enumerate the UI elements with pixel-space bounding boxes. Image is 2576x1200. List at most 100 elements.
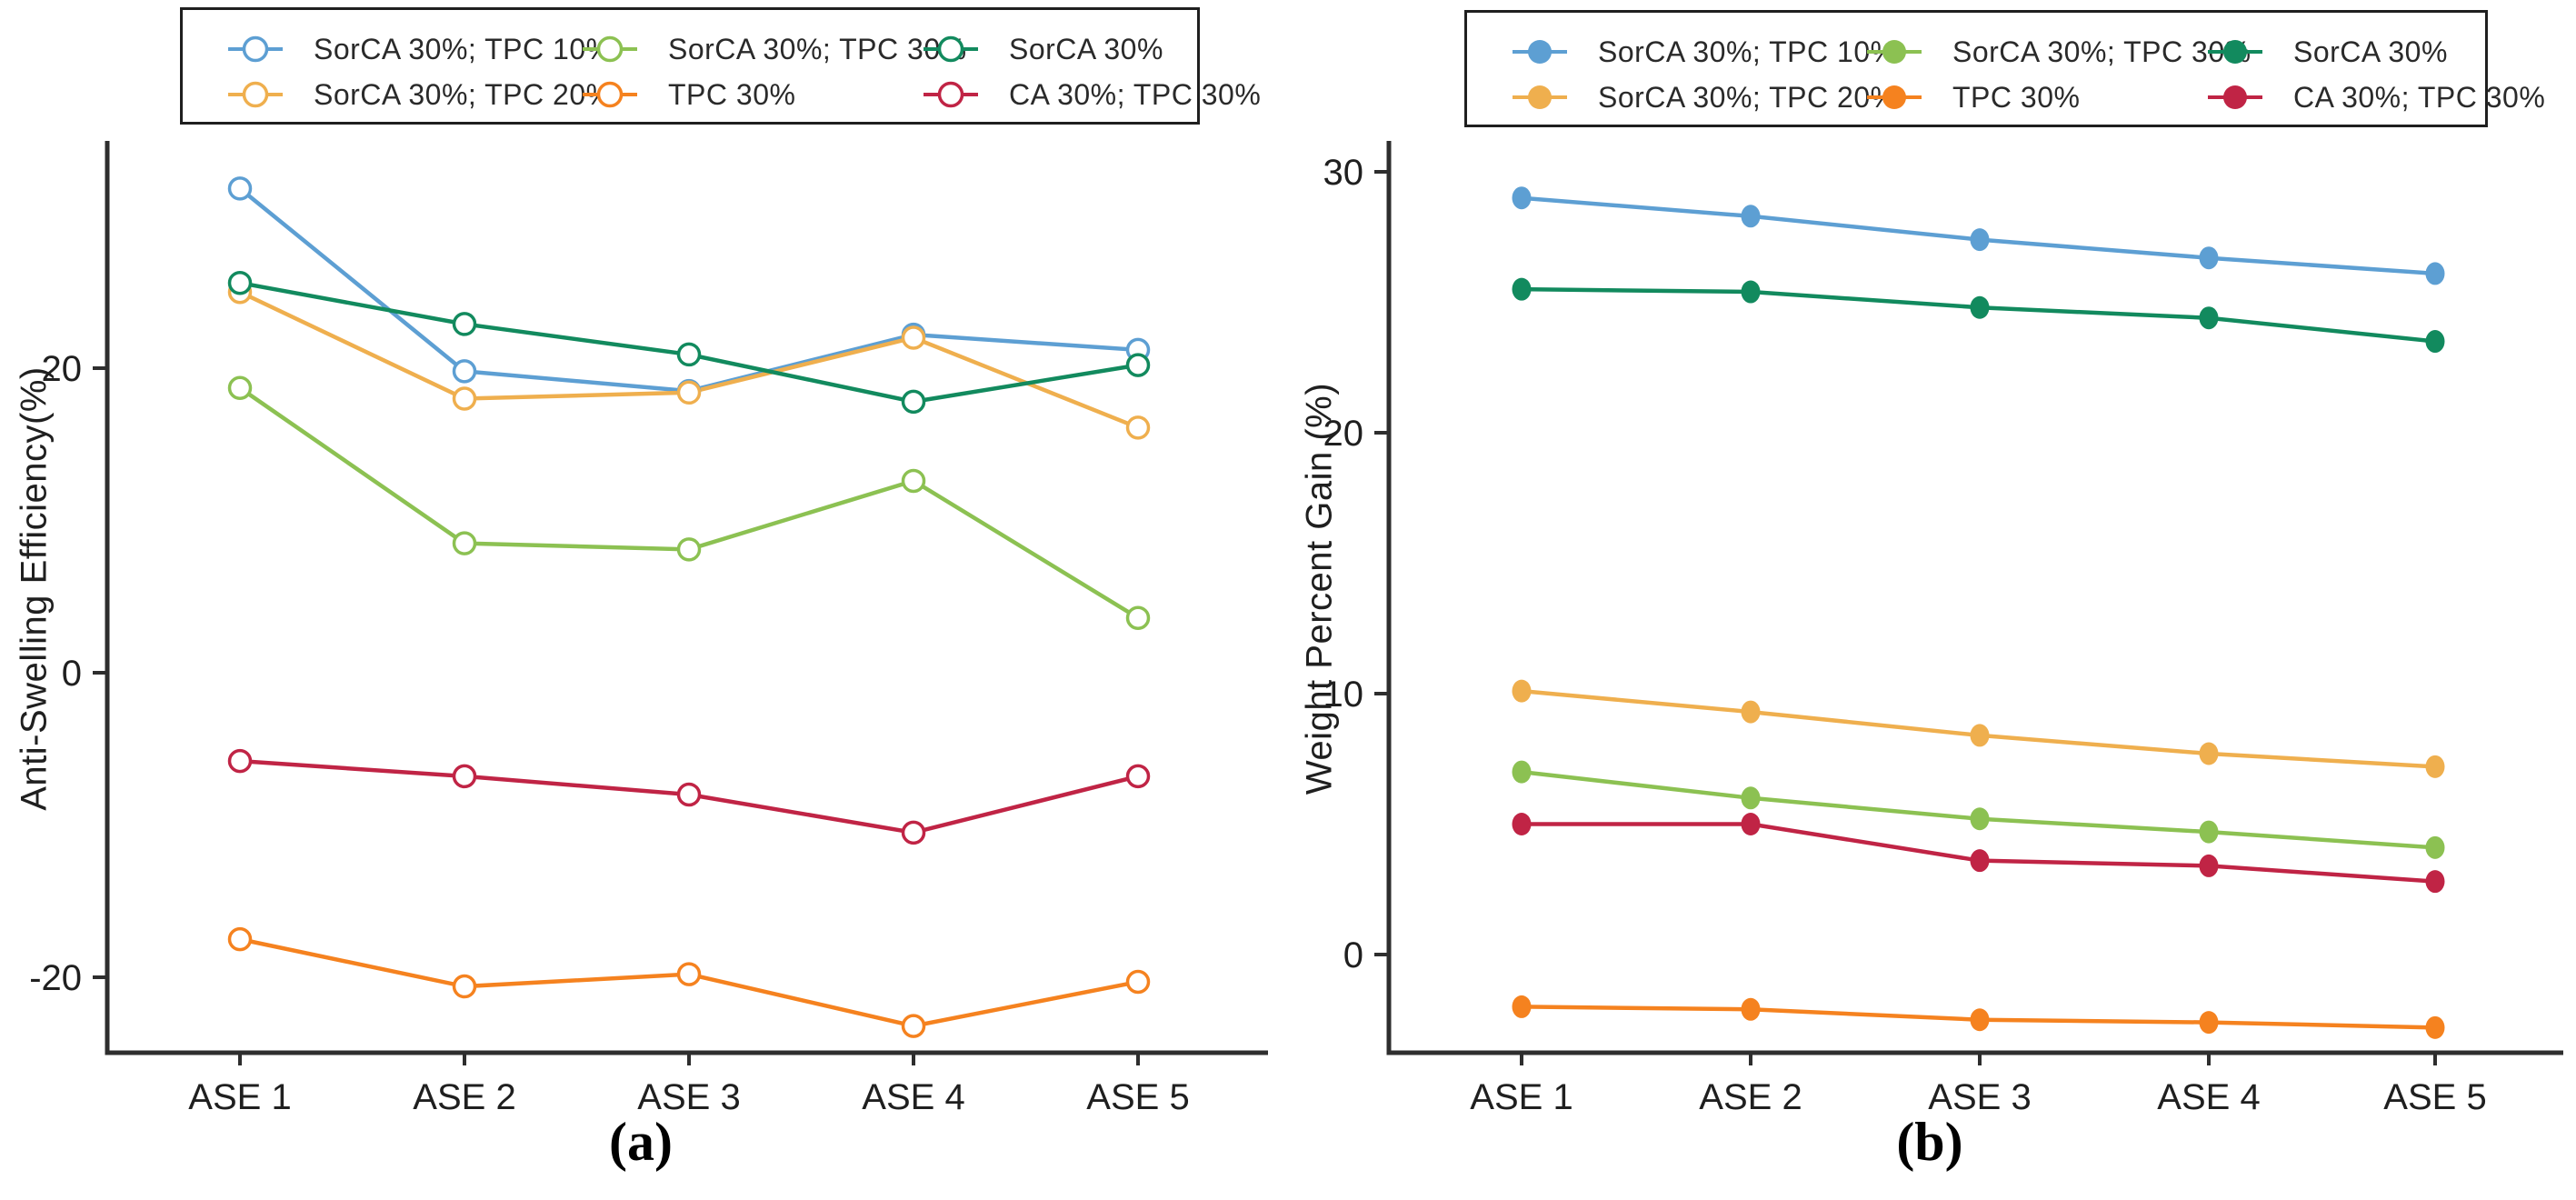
legend-item: SorCA 30%; TPC 30%: [583, 29, 967, 69]
data-point-marker: [452, 531, 477, 555]
data-point-marker: [2199, 820, 2219, 844]
legend-item: SorCA 30%; TPC 20%: [228, 75, 613, 115]
data-point-marker: [227, 176, 253, 201]
data-point-marker: [676, 380, 702, 405]
data-point-marker: [2425, 755, 2445, 778]
legend-item-label: SorCA 30%; TPC 10%: [314, 32, 613, 65]
data-point-marker: [1741, 700, 1761, 724]
data-point-marker: [676, 962, 702, 986]
data-point-marker: [1125, 353, 1151, 377]
legend-item-label: CA 30%; TPC 30%: [2293, 80, 2546, 114]
data-point-marker: [1970, 228, 1990, 252]
legend-marker-icon: [924, 35, 978, 63]
legend-marker-icon: [2208, 40, 2262, 64]
legend-item-label: SorCA 30%; TPC 20%: [1598, 80, 1897, 114]
legend-item: TPC 30%: [583, 75, 795, 115]
y-tick-label: 10: [1323, 675, 1364, 715]
data-point-marker: [1125, 764, 1151, 789]
x-tick-label: ASE 5: [2383, 1077, 2486, 1117]
data-point-marker: [676, 342, 702, 367]
data-point-marker: [452, 974, 477, 999]
data-point-marker: [901, 389, 926, 415]
legend-marker-icon: [1513, 85, 1567, 109]
data-point-marker: [1970, 849, 1990, 873]
legend-item-label: TPC 30%: [1952, 80, 2081, 114]
y-axis-label-b: Weight Percent Gain (%): [1299, 382, 1340, 795]
data-point-marker: [2199, 306, 2219, 330]
y-tick-label: -20: [29, 958, 82, 998]
data-point-marker: [2199, 246, 2219, 270]
data-point-marker: [2425, 870, 2445, 894]
legend-marker-icon: [583, 35, 637, 63]
data-point-marker: [1512, 679, 1532, 703]
data-point-marker: [1970, 1008, 1990, 1032]
x-tick-label: ASE 5: [1086, 1077, 1189, 1117]
data-point-marker: [1512, 760, 1532, 784]
legend-item-label: SorCA 30%; TPC 20%: [314, 77, 613, 111]
data-point-marker: [1125, 415, 1151, 440]
y-tick-label: 20: [1323, 414, 1364, 454]
data-point-marker: [227, 748, 253, 774]
legend-item: CA 30%; TPC 30%: [924, 75, 1261, 115]
x-tick-label: ASE 3: [1928, 1077, 2031, 1117]
subfigure-caption-a: (a): [609, 1112, 673, 1172]
data-point-marker: [2425, 330, 2445, 354]
data-point-marker: [676, 782, 702, 807]
data-point-marker: [901, 468, 926, 494]
legend-marker-icon: [228, 35, 283, 63]
legend-marker-icon: [1867, 85, 1922, 109]
legend-marker-icon: [924, 81, 978, 108]
legend-item-label: SorCA 30%: [1009, 32, 1163, 65]
data-point-marker: [1125, 605, 1151, 630]
data-point-marker: [2199, 1011, 2219, 1035]
legend-item: SorCA 30%; TPC 30%: [1867, 32, 2252, 72]
data-point-marker: [1741, 997, 1761, 1021]
chart-a: 20 0 -20 ASE 1 ASE 2 ASE 3 ASE 4 ASE 5: [29, 141, 1268, 1117]
y-tick-label: 30: [1323, 153, 1364, 193]
legend-item: CA 30%; TPC 30%: [2208, 77, 2545, 117]
legend-item-label: CA 30%; TPC 30%: [1009, 77, 1262, 111]
data-point-marker: [2199, 742, 2219, 765]
axis-spines: [1386, 141, 2563, 1055]
data-point-marker: [1512, 277, 1532, 301]
x-tick-label: ASE 4: [2157, 1077, 2260, 1117]
legend-item: SorCA 30%; TPC 10%: [228, 29, 613, 69]
legend-marker-icon: [228, 81, 283, 108]
y-tick-label: 0: [62, 654, 82, 694]
legend-marker-icon: [2208, 85, 2262, 109]
data-point-marker: [901, 820, 926, 845]
x-tick-label: ASE 2: [413, 1077, 515, 1117]
axis-spines: [105, 141, 1268, 1055]
data-point-marker: [452, 764, 477, 789]
x-tick-label: ASE 2: [1699, 1077, 1802, 1117]
data-point-marker: [1741, 205, 1761, 228]
legend-item-label: SorCA 30%; TPC 30%: [1952, 35, 2252, 68]
legend-marker-icon: [1867, 40, 1922, 64]
data-point-marker: [1970, 807, 1990, 831]
data-point-marker: [1512, 186, 1532, 210]
legend-item: SorCA 30%; TPC 10%: [1513, 32, 1897, 72]
data-point-marker: [676, 537, 702, 562]
y-axis-label-a: Anti-Swelling Efficiency(%): [14, 366, 55, 811]
data-point-marker: [1970, 724, 1990, 747]
legend-item-label: TPC 30%: [668, 77, 796, 111]
legend-item: SorCA 30%: [2208, 32, 2448, 72]
data-point-marker: [1512, 813, 1532, 835]
legend-item: SorCA 30%; TPC 20%: [1513, 77, 1897, 117]
data-point-marker: [1741, 786, 1761, 810]
legend-chart-a: SorCA 30%; TPC 10% SorCA 30%; TPC 30% SorC…: [180, 7, 1261, 125]
data-point-marker: [1125, 969, 1151, 995]
data-point-marker: [1512, 995, 1532, 1018]
legend-marker-icon: [1513, 40, 1567, 64]
data-point-marker: [901, 325, 926, 350]
x-tick-label: ASE 1: [1470, 1077, 1573, 1117]
legend-chart-b: SorCA 30%; TPC 10% SorCA 30%; TPC 30% SorC…: [1464, 10, 2545, 127]
legend-item-label: SorCA 30%: [2293, 35, 2448, 68]
data-point-marker: [901, 1014, 926, 1038]
series-line: [237, 385, 1141, 620]
data-point-marker: [2425, 1015, 2445, 1039]
data-point-marker: [452, 359, 477, 384]
data-point-marker: [1970, 295, 1990, 319]
data-point-marker: [2425, 835, 2445, 859]
